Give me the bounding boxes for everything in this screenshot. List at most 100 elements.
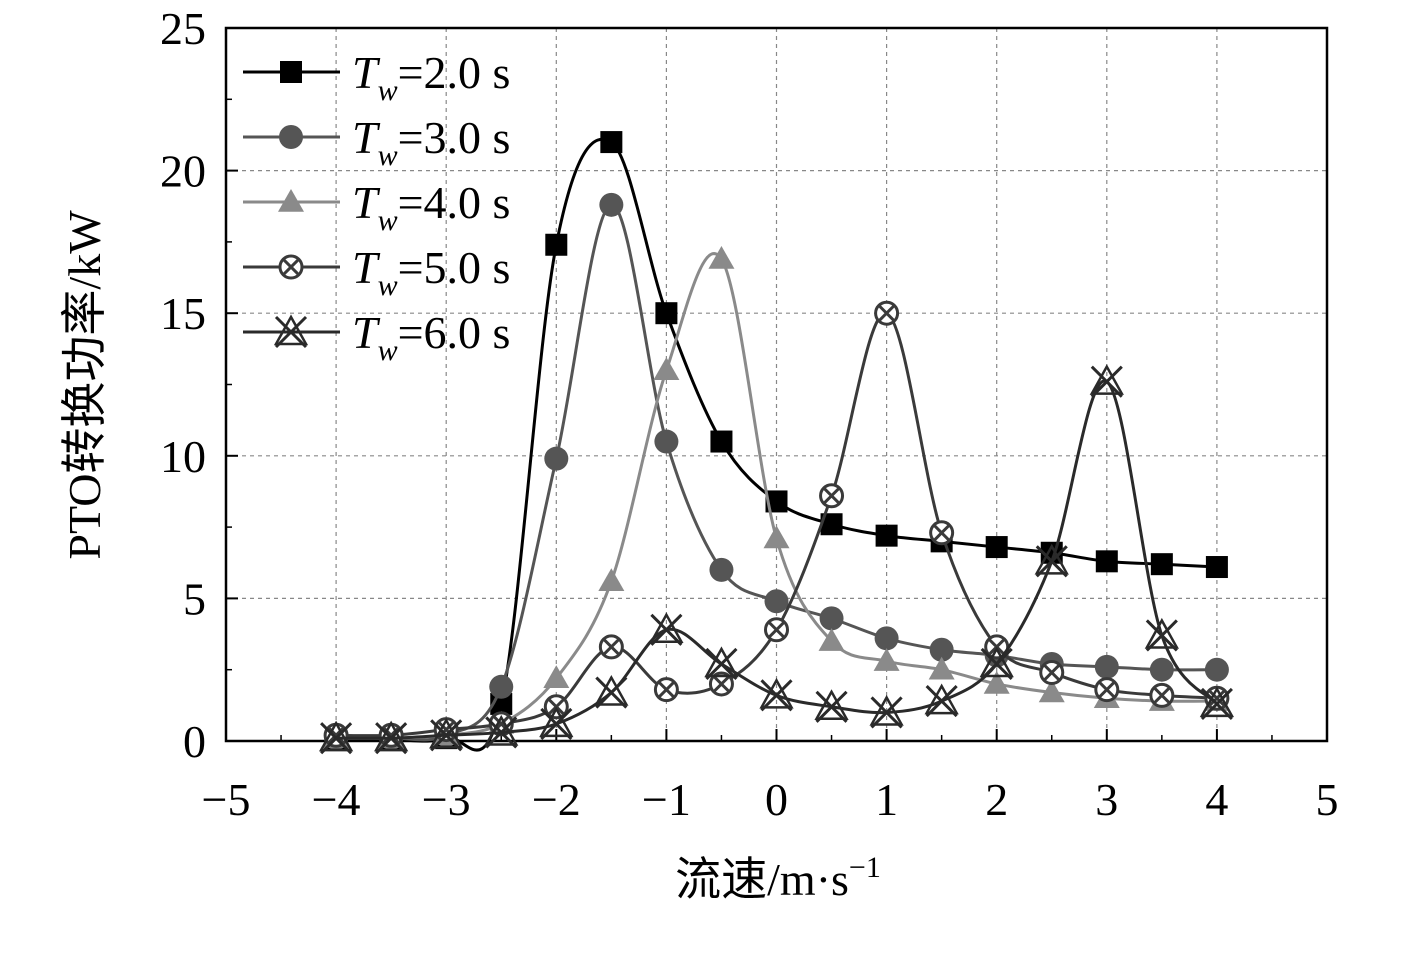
data-point [820, 513, 843, 536]
data-point [649, 612, 684, 646]
x-tick-label: −4 [312, 774, 361, 825]
data-point [764, 589, 789, 614]
data-point [484, 714, 519, 749]
data-point [874, 626, 899, 651]
x-axis-title-superscript: −1 [849, 851, 881, 884]
y-tick-label: 25 [160, 3, 206, 54]
data-point [709, 557, 734, 582]
data-point [929, 637, 954, 662]
data-point [710, 430, 733, 453]
data-point [1199, 686, 1235, 720]
x-tick-label: 1 [875, 774, 898, 825]
data-point [1094, 654, 1119, 679]
data-point [1150, 553, 1173, 576]
x-tick-label: 4 [1205, 774, 1228, 825]
data-point [924, 683, 959, 718]
data-point [873, 648, 900, 671]
legend-item: Tw=3.0 s [243, 112, 510, 172]
data-point [1204, 685, 1230, 711]
data-point [653, 677, 679, 703]
data-point [983, 670, 1010, 694]
x-tick-label: 3 [1095, 774, 1118, 825]
data-point [1204, 657, 1229, 682]
data-point [1038, 679, 1065, 703]
data-point [1149, 682, 1175, 708]
x-tick-label: −3 [422, 774, 471, 825]
legend-item: Tw=5.0 s [243, 242, 510, 302]
data-point [545, 233, 568, 256]
data-point [759, 677, 794, 712]
legend-marker [278, 254, 304, 280]
data-point [708, 671, 734, 697]
data-point [979, 646, 1014, 681]
y-tick-label: 15 [160, 288, 206, 339]
legend-label: Tw=4.0 s [352, 177, 510, 237]
data-point [704, 646, 739, 681]
data-point [429, 717, 464, 752]
data-point [600, 131, 623, 154]
data-point [1095, 550, 1118, 573]
legend-marker [273, 314, 309, 349]
data-point [539, 706, 574, 740]
data-point [765, 490, 788, 513]
y-tick-label: 20 [160, 146, 206, 197]
legend-item: Tw=4.0 s [243, 177, 510, 237]
data-point [653, 357, 680, 380]
x-tick-label: −1 [642, 774, 691, 825]
data-point [928, 656, 955, 680]
series-2 [324, 192, 1229, 751]
data-point [819, 483, 845, 509]
data-point [1205, 556, 1228, 579]
x-tick-label: −2 [532, 774, 581, 825]
legend: Tw=2.0 sTw=3.0 sTw=4.0 sTw=5.0 sTw=6.0 s [243, 47, 510, 367]
data-point [875, 524, 898, 547]
data-point [598, 634, 624, 660]
data-point [874, 300, 900, 326]
data-point [654, 429, 679, 454]
data-point [598, 568, 625, 592]
data-point [374, 720, 409, 755]
legend-item: Tw=6.0 s [243, 307, 510, 367]
data-point [764, 617, 789, 643]
data-point [1094, 677, 1120, 703]
data-point [818, 628, 845, 651]
data-point [869, 694, 904, 729]
data-point [1149, 657, 1174, 682]
legend-label: Tw=6.0 s [352, 307, 510, 367]
data-point [544, 446, 569, 471]
x-axis-title: 流速/m·s−1 [675, 851, 881, 905]
x-tick-label: 2 [985, 774, 1008, 825]
data-point [318, 720, 354, 755]
y-tick-label: 0 [183, 716, 206, 767]
y-tick-label: 5 [183, 573, 206, 624]
legend-marker [280, 61, 302, 83]
data-point [819, 606, 844, 631]
data-point [814, 689, 849, 723]
data-point [708, 246, 735, 269]
data-point [378, 722, 404, 748]
data-point [655, 302, 678, 325]
legend-marker [278, 189, 304, 212]
series-5 [318, 364, 1235, 755]
data-point [1039, 660, 1065, 686]
data-point [1089, 364, 1124, 398]
legend-marker [279, 125, 303, 149]
legend-label: Tw=5.0 s [352, 242, 510, 302]
data-point [543, 665, 570, 689]
data-point [985, 536, 1008, 559]
x-tick-label: 0 [765, 774, 788, 825]
data-point [599, 192, 624, 217]
series-group [318, 131, 1235, 755]
data-point [929, 520, 955, 546]
legend-label: Tw=2.0 s [352, 47, 510, 107]
data-point [594, 674, 629, 709]
data-point [763, 525, 790, 549]
data-point [489, 674, 514, 699]
data-point [1144, 617, 1179, 652]
data-point [1034, 543, 1069, 578]
y-tick-label: 10 [160, 431, 206, 482]
x-tick-label: 5 [1316, 774, 1339, 825]
y-axis-title: PTO转换功率/kW [59, 210, 110, 560]
x-tick-label: −5 [202, 774, 251, 825]
